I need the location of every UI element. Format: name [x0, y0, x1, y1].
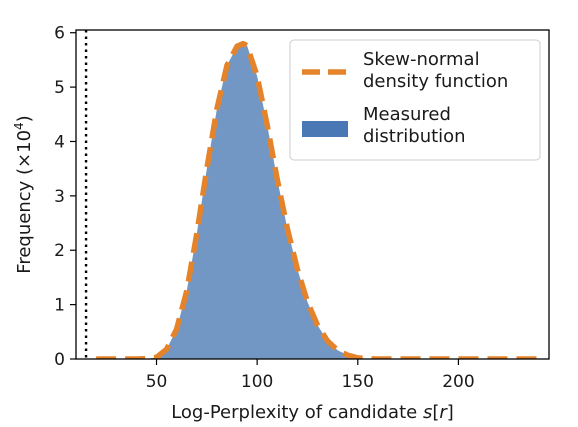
x-axis-label-bracket-open: [: [432, 402, 439, 423]
y-tick-label: 4: [54, 132, 65, 152]
x-axis-label-index: r: [439, 402, 448, 423]
measured-distribution-area: [146, 43, 378, 359]
y-tick-label: 2: [54, 241, 65, 261]
y-tick-label: 3: [54, 187, 65, 207]
plot-frame: [75, 29, 550, 360]
y-axis-label-exponent: 4: [12, 122, 26, 130]
legend-label-skew-normal-line2: density function: [363, 71, 508, 92]
y-axis-label-text: Frequency (×10: [14, 130, 35, 274]
legend-label-skew-normal-line1: Skew-normal: [363, 49, 480, 70]
legend-box: [289, 39, 541, 161]
x-axis-label-symbol: s: [423, 402, 432, 423]
y-axis-label: Frequency (×104): [12, 115, 35, 273]
x-tick-label: 150: [342, 372, 374, 392]
x-axis-label-text: Log-Perplexity of candidate: [171, 402, 423, 423]
x-tick-label: 50: [146, 372, 168, 392]
y-tick-label: 0: [54, 350, 65, 370]
y-tick-label: 5: [54, 78, 65, 98]
y-tick-label: 1: [54, 296, 65, 316]
y-axis-label-suffix: ): [14, 115, 35, 122]
x-axis-label-bracket-close: ]: [447, 402, 454, 423]
x-tick-label: 100: [241, 372, 273, 392]
legend-label-measured-line2: distribution: [363, 126, 466, 147]
legend-label-measured-line1: Measured: [363, 104, 451, 125]
x-tick-label: 200: [442, 372, 474, 392]
x-axis-label: Log-Perplexity of candidate s[r]: [171, 402, 454, 423]
legend-patch-swatch: [302, 121, 348, 137]
y-tick-label: 6: [54, 24, 65, 44]
